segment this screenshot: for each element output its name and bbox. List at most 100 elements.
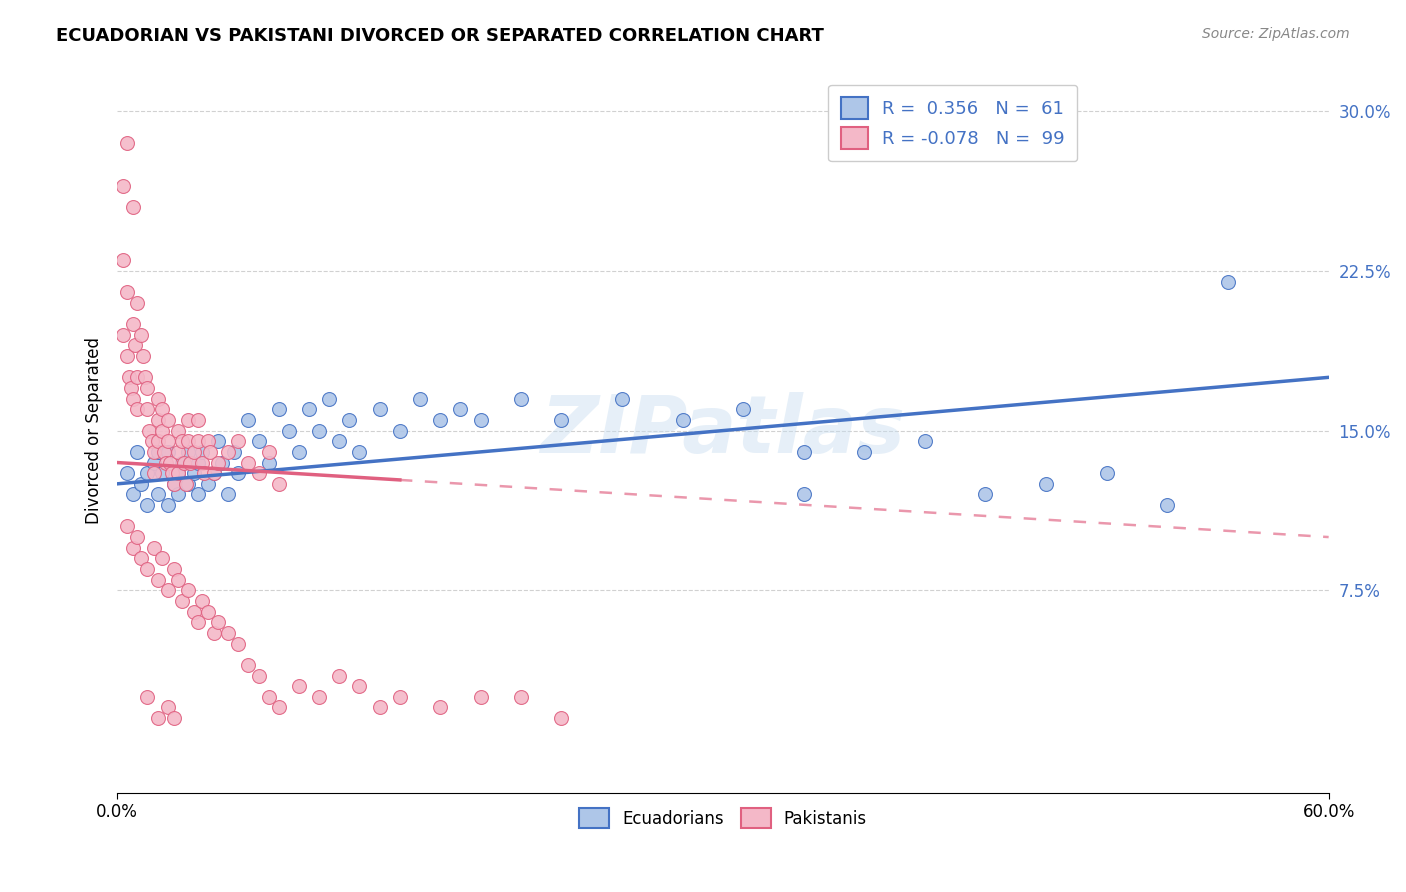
Point [429,700,451,714]
Point [974,487,997,501]
Point [191,594,214,608]
Point [117,285,139,300]
Point [146,434,169,449]
Point [247,434,270,449]
Point [267,476,290,491]
Point [163,476,186,491]
Point [1095,466,1118,480]
Point [914,434,936,449]
Point [142,541,165,555]
Point [228,466,250,480]
Point [388,424,411,438]
Point [187,615,209,630]
Point [337,413,360,427]
Point [238,657,260,672]
Point [131,476,153,491]
Point [166,466,188,480]
Point [217,626,239,640]
Point [156,583,179,598]
Point [131,551,153,566]
Point [120,381,142,395]
Point [177,413,200,427]
Point [136,690,159,704]
Point [179,456,201,470]
Point [131,327,153,342]
Point [217,445,239,459]
Point [127,445,149,459]
Point [112,253,135,268]
Point [146,573,169,587]
Point [793,445,815,459]
Point [177,434,200,449]
Point [202,466,225,480]
Point [671,413,693,427]
Point [177,445,200,459]
Point [122,317,145,331]
Point [166,466,188,480]
Point [183,445,205,459]
Point [127,402,149,417]
Point [247,466,270,480]
Point [267,700,290,714]
Point [183,466,205,480]
Point [155,456,177,470]
Point [277,424,299,438]
Point [118,370,141,384]
Point [142,466,165,480]
Point [146,413,169,427]
Point [349,445,371,459]
Point [142,456,165,470]
Point [197,605,219,619]
Point [134,370,156,384]
Point [328,668,350,682]
Point [257,456,280,470]
Point [156,413,179,427]
Point [117,349,139,363]
Point [238,413,260,427]
Point [257,690,280,704]
Point [152,445,174,459]
Point [1035,476,1057,491]
Point [224,445,246,459]
Point [550,711,572,725]
Point [388,690,411,704]
Point [141,434,163,449]
Point [187,434,209,449]
Point [1216,275,1239,289]
Point [166,445,188,459]
Point [150,424,173,438]
Point [550,413,572,427]
Point [150,402,173,417]
Point [288,445,311,459]
Point [328,434,350,449]
Point [142,445,165,459]
Point [174,476,197,491]
Point [124,338,146,352]
Point [793,487,815,501]
Point [127,370,149,384]
Point [117,136,139,150]
Point [166,424,188,438]
Point [117,466,139,480]
Y-axis label: Divorced or Separated: Divorced or Separated [86,337,103,524]
Point [1156,498,1178,512]
Text: ECUADORIAN VS PAKISTANI DIVORCED OR SEPARATED CORRELATION CHART: ECUADORIAN VS PAKISTANI DIVORCED OR SEPA… [56,27,824,45]
Point [318,392,340,406]
Point [183,605,205,619]
Point [409,392,432,406]
Point [136,562,159,576]
Point [150,466,173,480]
Point [288,679,311,693]
Point [173,456,195,470]
Point [217,487,239,501]
Point [138,424,160,438]
Text: ZIPatlas: ZIPatlas [540,392,905,469]
Point [349,679,371,693]
Point [298,402,321,417]
Point [247,668,270,682]
Point [429,413,451,427]
Point [136,402,159,417]
Point [191,456,214,470]
Point [202,466,225,480]
Point [136,466,159,480]
